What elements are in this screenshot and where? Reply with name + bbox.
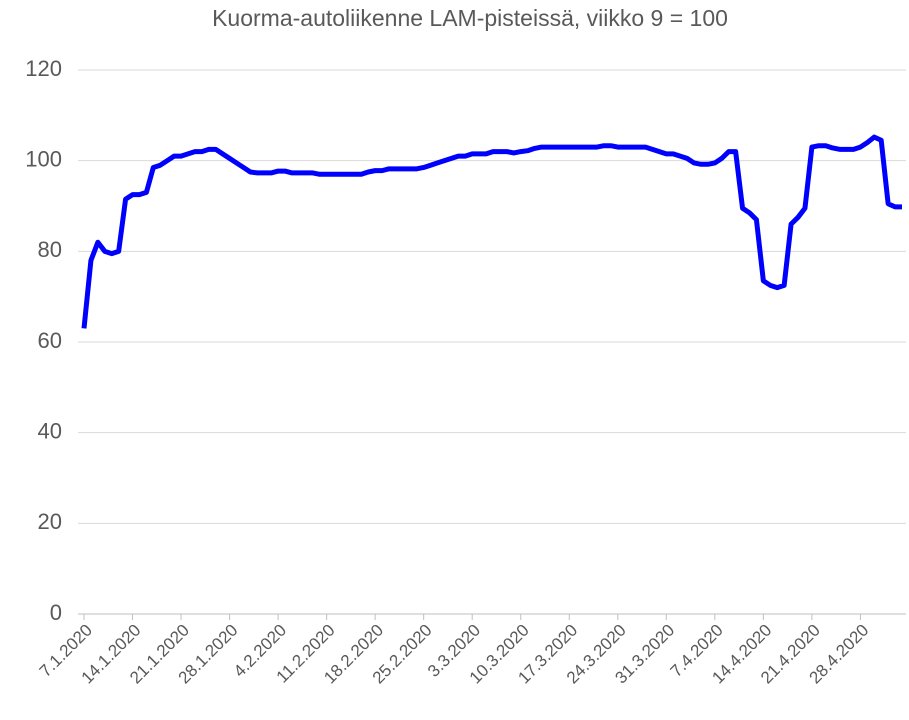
y-tick-label: 0 [50,600,62,625]
y-tick-label: 120 [25,56,62,81]
y-tick-label: 100 [25,146,62,171]
y-tick-label: 80 [38,237,62,262]
y-tick-label: 20 [38,509,62,534]
data-line [81,134,902,329]
chart-title: Kuorma-autoliikenne LAM-pisteissä, viikk… [212,5,728,31]
y-tick-label: 40 [38,418,62,443]
y-tick-label: 60 [38,328,62,353]
